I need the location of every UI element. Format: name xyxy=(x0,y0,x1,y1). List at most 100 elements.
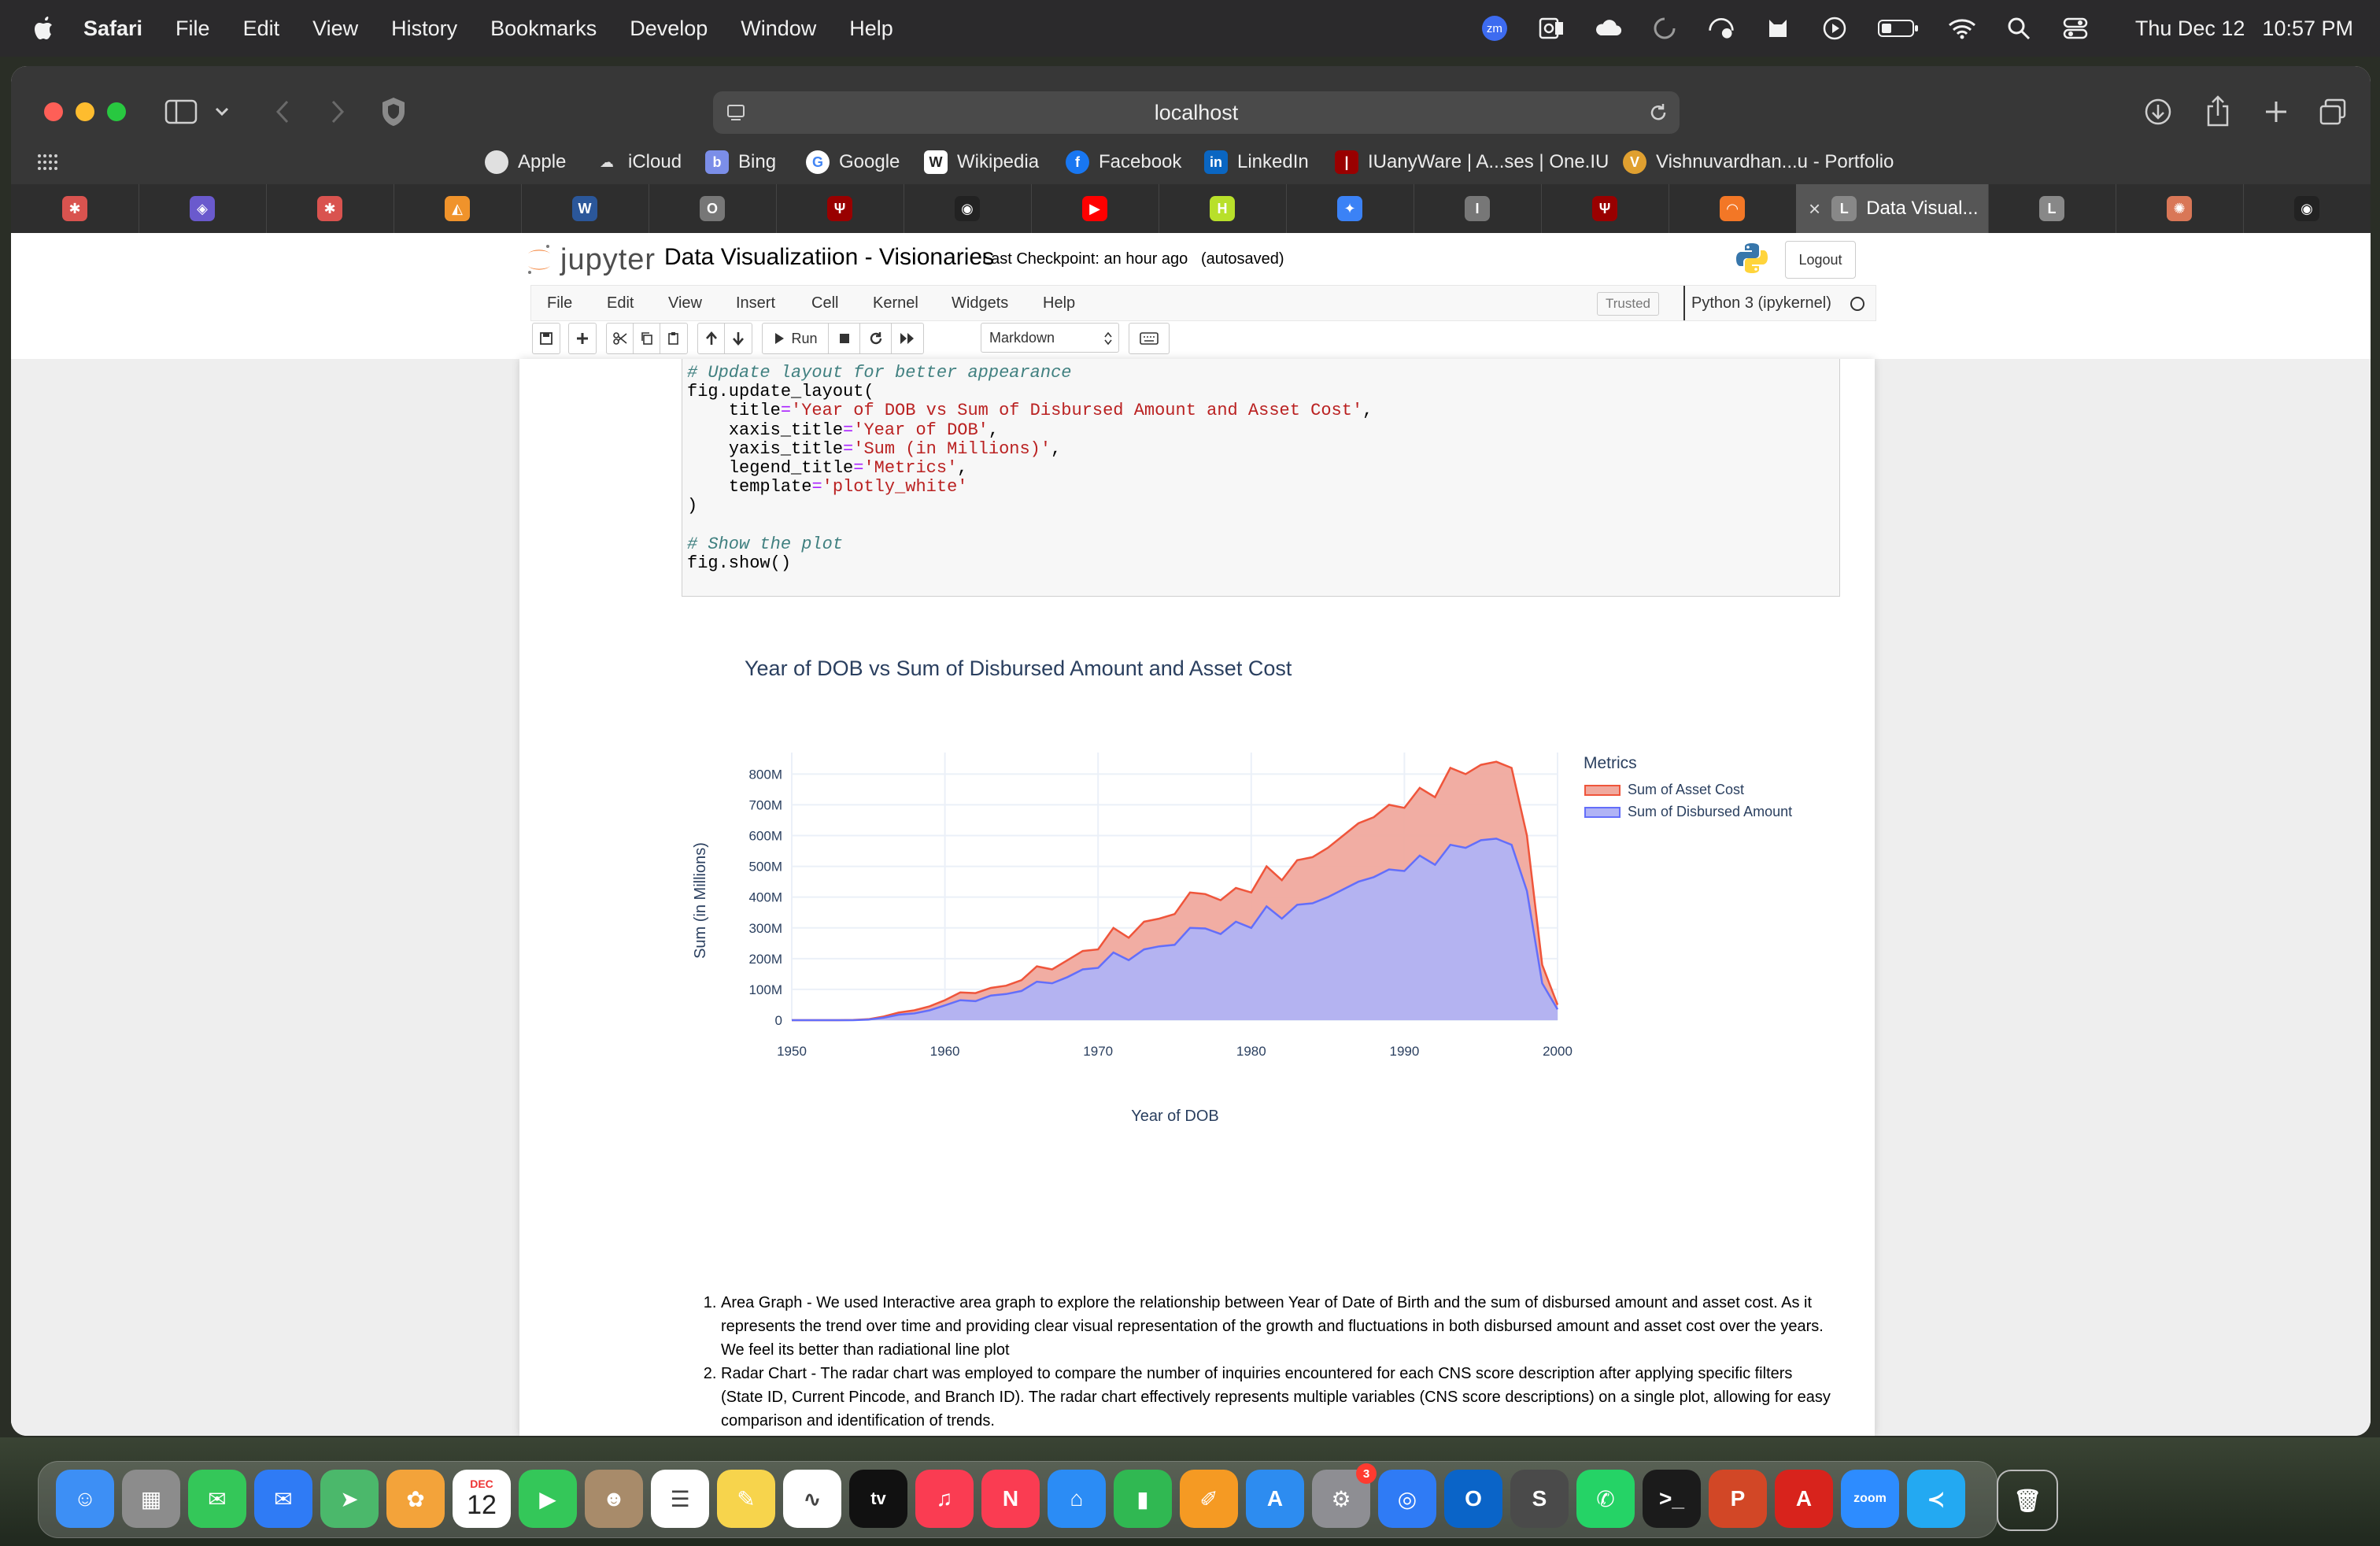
code-cell[interactable]: # Update layout for better appearance fi… xyxy=(682,359,1840,597)
tab-1[interactable]: ◈ xyxy=(139,184,267,233)
privacy-shield-icon[interactable] xyxy=(378,94,409,129)
jupyter-logo[interactable]: jupyter xyxy=(526,242,656,277)
tab-2[interactable]: ✱ xyxy=(266,184,394,233)
cat-app-icon[interactable] xyxy=(1764,14,1792,43)
apps-grid-icon[interactable] xyxy=(35,150,60,175)
trusted-indicator[interactable]: Trusted xyxy=(1597,292,1660,316)
menu-develop[interactable]: Develop xyxy=(630,16,708,40)
dock-pages-icon[interactable]: ✐ xyxy=(1180,1470,1238,1528)
dock-launchpad-icon[interactable]: ▦ xyxy=(122,1470,180,1528)
menubar-clock[interactable]: Thu Dec 12 10:57 PM xyxy=(2118,17,2353,41)
dock-trash-icon[interactable]: 🗑 xyxy=(1997,1470,2058,1531)
dock-maps-icon[interactable]: ➤ xyxy=(320,1470,379,1528)
restart-button[interactable] xyxy=(859,323,893,354)
menu-safari[interactable]: Safari xyxy=(83,16,143,40)
wifi-icon[interactable] xyxy=(1948,14,1976,43)
menu-bookmarks[interactable]: Bookmarks xyxy=(490,16,597,40)
tab-8[interactable]: ▶ xyxy=(1031,184,1159,233)
control-center-icon[interactable] xyxy=(2061,14,2090,43)
cut-button[interactable] xyxy=(606,323,634,354)
favorite-google[interactable]: G Google xyxy=(806,140,900,184)
menu-history[interactable]: History xyxy=(391,16,458,40)
dock-calendar-icon[interactable]: DEC 12 xyxy=(453,1470,511,1528)
nb-menu-view[interactable]: View xyxy=(668,294,702,312)
menu-window[interactable]: Window xyxy=(741,16,817,40)
tab-13[interactable]: ◠ xyxy=(1669,184,1797,233)
dock-vscode-icon[interactable]: ≺ xyxy=(1907,1470,1965,1528)
paste-button[interactable] xyxy=(660,323,688,354)
dock-notes-icon[interactable]: ✎ xyxy=(717,1470,775,1528)
tab-10[interactable]: ✦ xyxy=(1286,184,1414,233)
copy-button[interactable] xyxy=(633,323,661,354)
share-icon[interactable] xyxy=(2202,94,2234,128)
dock-app-store-icon[interactable]: A xyxy=(1246,1470,1304,1528)
legend-item-disbursed-amount[interactable]: Sum of Disbursed Amount xyxy=(1584,804,1792,819)
nb-menu-file[interactable]: File xyxy=(547,294,573,312)
favorite-iuanyware[interactable]: | IUanyWare | A...ses | One.IU xyxy=(1335,140,1609,184)
spotlight-search-icon[interactable] xyxy=(2005,14,2033,43)
cell-type-select[interactable]: Markdown xyxy=(981,323,1119,353)
minimize-window-button[interactable] xyxy=(76,102,94,121)
favorite-apple[interactable]: Apple xyxy=(485,140,566,184)
dock-powerpoint-icon[interactable]: P xyxy=(1709,1470,1767,1528)
dock-system-settings-icon[interactable]: ⚙ 3 xyxy=(1312,1463,1377,1528)
dock-messages-icon[interactable]: ✉ xyxy=(188,1470,246,1528)
tab-5[interactable]: O xyxy=(649,184,777,233)
tab-9[interactable]: H xyxy=(1159,184,1287,233)
move-up-button[interactable] xyxy=(697,323,726,354)
dock-safari-icon[interactable]: ◎ xyxy=(1378,1470,1436,1528)
battery-icon[interactable] xyxy=(1877,14,1920,43)
back-icon[interactable] xyxy=(271,98,294,126)
dock-music-icon[interactable]: ♫ xyxy=(915,1470,974,1528)
dock-terminal-icon[interactable]: >_ xyxy=(1643,1470,1701,1528)
play-status-icon[interactable] xyxy=(1820,14,1849,43)
nb-menu-edit[interactable]: Edit xyxy=(607,294,634,312)
move-down-button[interactable] xyxy=(724,323,752,354)
dock-keynote-icon[interactable]: ⌂ xyxy=(1048,1470,1106,1528)
vpn-icon[interactable] xyxy=(1707,14,1735,43)
tab-16[interactable]: ✺ xyxy=(2116,184,2244,233)
favorite-icloud[interactable]: ☁ iCloud xyxy=(595,140,682,184)
dock-news-icon[interactable]: N xyxy=(981,1470,1040,1528)
favorite-facebook[interactable]: f Facebook xyxy=(1066,140,1181,184)
tab-7[interactable]: ◉ xyxy=(904,184,1032,233)
dock-numbers-icon[interactable]: ▮ xyxy=(1114,1470,1172,1528)
insert-cell-button[interactable] xyxy=(568,323,597,354)
nb-menu-help[interactable]: Help xyxy=(1043,294,1076,312)
nb-menu-kernel[interactable]: Kernel xyxy=(873,294,918,312)
dock-outlook-icon[interactable]: O xyxy=(1444,1470,1502,1528)
dock-mail-icon[interactable]: ✉ xyxy=(254,1470,312,1528)
close-tab-icon[interactable]: × xyxy=(1809,196,1821,220)
new-tab-icon[interactable] xyxy=(2260,96,2292,128)
kernel-name[interactable]: Python 3 (ipykernel) xyxy=(1683,286,1831,320)
favorite-linkedin[interactable]: in LinkedIn xyxy=(1204,140,1309,184)
tab-11[interactable]: I xyxy=(1414,184,1542,233)
dock-freeform-icon[interactable]: ∿ xyxy=(783,1470,841,1528)
nb-menu-cell[interactable]: Cell xyxy=(811,294,839,312)
tab-0[interactable]: ✱ xyxy=(11,184,139,233)
dock-sublime-text-icon[interactable]: S xyxy=(1510,1470,1569,1528)
tab-3[interactable]: ◭ xyxy=(394,184,522,233)
favorite-bing[interactable]: b Bing xyxy=(705,140,776,184)
tab-6[interactable]: Ψ xyxy=(776,184,904,233)
downloads-icon[interactable] xyxy=(2142,96,2174,128)
dock-whatsapp-icon[interactable]: ✆ xyxy=(1576,1470,1635,1528)
tab-active-data-visualization[interactable]: × L Data Visual... xyxy=(1796,184,1989,233)
icloud-icon[interactable] xyxy=(1594,14,1622,43)
zoom-window-button[interactable] xyxy=(107,102,126,121)
dock-facetime-icon[interactable]: ▶ xyxy=(519,1470,577,1528)
interrupt-button[interactable] xyxy=(828,323,861,354)
dock-tv-icon[interactable]: tv xyxy=(849,1470,907,1528)
save-button[interactable] xyxy=(532,323,560,354)
dock-zoom-icon[interactable]: zoom xyxy=(1841,1470,1899,1528)
chevron-down-icon[interactable] xyxy=(213,101,231,123)
page-menu-icon[interactable] xyxy=(726,102,746,123)
favorite-portfolio[interactable]: V Vishnuvardhan...u - Portfolio xyxy=(1623,140,1894,184)
dock-contacts-icon[interactable]: ☻ xyxy=(585,1470,643,1528)
tab-17[interactable]: ◉ xyxy=(2243,184,2371,233)
tab-overview-icon[interactable] xyxy=(2317,96,2349,128)
command-palette-button[interactable] xyxy=(1129,323,1170,354)
area-chart[interactable]: Year of DOB vs Sum of Disbursed Amount a… xyxy=(682,627,1840,1225)
zoom-status-icon[interactable]: zm xyxy=(1480,14,1509,43)
dock-photos-icon[interactable]: ✿ xyxy=(386,1470,445,1528)
